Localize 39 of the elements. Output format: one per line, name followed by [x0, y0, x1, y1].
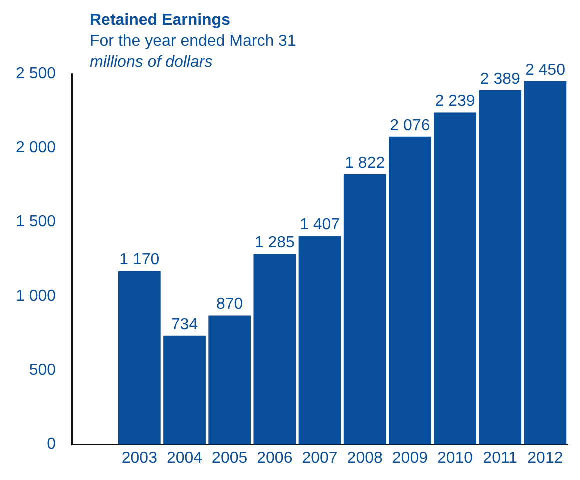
y-tick-label: 2 000	[16, 140, 56, 157]
data-label: 1 822	[345, 154, 386, 172]
chart-title: Retained Earnings	[90, 11, 232, 31]
bar	[164, 336, 206, 445]
x-tick-label: 2011	[483, 450, 518, 467]
data-label: 2 450	[525, 62, 566, 79]
data-label: 1 285	[254, 234, 296, 252]
bar	[118, 271, 161, 445]
y-tick-label: 1 000	[16, 288, 56, 305]
x-tick-label: 2006	[257, 450, 293, 467]
bar	[389, 136, 432, 445]
y-tick-label: 1 500	[16, 214, 56, 231]
data-label: 2 076	[390, 117, 430, 134]
data-label: 1 170	[120, 252, 160, 269]
y-tick-label: 500	[29, 362, 56, 380]
data-label: 1 407	[300, 216, 340, 234]
data-label: 734	[171, 316, 198, 334]
bar	[254, 254, 296, 445]
bar	[434, 112, 476, 445]
data-label: 2 389	[480, 70, 520, 88]
y-tick-label: 0	[47, 436, 56, 454]
x-tick-label: 2008	[347, 450, 384, 467]
chart-subtitle: For the year ended March 31	[90, 32, 296, 52]
x-tick-label: 2003	[122, 450, 158, 467]
x-tick-label: 2007	[302, 450, 338, 467]
bar	[298, 236, 342, 445]
data-label: 2 239	[435, 93, 476, 110]
x-tick-label: 2012	[528, 450, 564, 467]
bar	[208, 316, 252, 445]
x-tick-label: 2005	[212, 450, 248, 467]
bar	[344, 174, 386, 445]
bar	[524, 81, 567, 445]
x-tick-label: 2009	[392, 450, 428, 467]
x-tick-label: 2004	[166, 450, 203, 467]
data-label: 870	[216, 296, 244, 314]
y-tick-label: 2 500	[16, 65, 56, 82]
bar	[479, 90, 522, 445]
x-tick-label: 2010	[437, 450, 474, 467]
y-axis-title: millions of dollars	[90, 53, 214, 73]
